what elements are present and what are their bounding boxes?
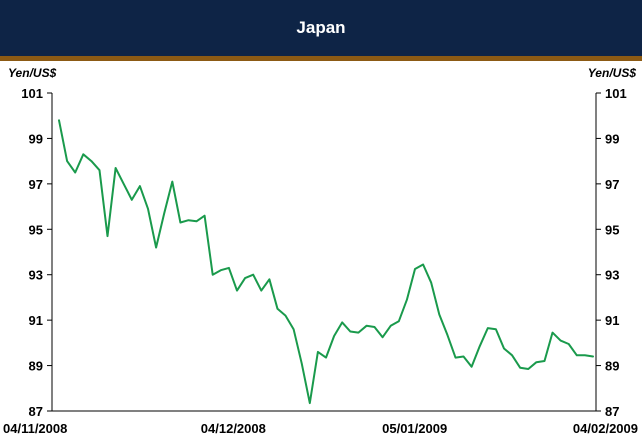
- y-tick-label-left: 93: [29, 268, 43, 283]
- y-tick-label-right: 87: [605, 404, 619, 419]
- title-underline: [0, 56, 642, 61]
- chart-title: Japan: [296, 18, 346, 37]
- tick-labels: 87 87 89 89 91 91 93 93 95 95 97 97 99 99 101 101 04/11/…: [3, 86, 638, 436]
- y-tick-label-left: 89: [29, 359, 43, 374]
- y-tick-label-left: 97: [29, 177, 43, 192]
- axes: [47, 92, 601, 412]
- x-tick-label: 04/11/2008: [3, 421, 67, 436]
- series-layer: [58, 119, 594, 405]
- y-tick-label-left: 91: [29, 313, 43, 328]
- y-tick-label-left: 99: [29, 131, 43, 146]
- y-tick-label-right: 93: [605, 268, 619, 283]
- y-tick-label-right: 97: [605, 177, 619, 192]
- title-bar: [0, 0, 642, 56]
- y-tick-label-right: 91: [605, 313, 619, 328]
- y-tick-label-right: 89: [605, 359, 619, 374]
- y-axis-unit-left: Yen/US$: [8, 66, 57, 80]
- y-tick-label-right: 99: [605, 131, 619, 146]
- y-tick-label-left: 87: [29, 404, 43, 419]
- y-axis-unit-right: Yen/US$: [587, 66, 636, 80]
- x-tick-label: 04/12/2008: [201, 421, 266, 436]
- x-tick-label: 05/01/2009: [382, 421, 447, 436]
- y-tick-label-left: 95: [29, 222, 43, 237]
- x-tick-label: 04/02/2009: [573, 421, 638, 436]
- y-tick-label-right: 95: [605, 222, 619, 237]
- y-tick-label-left: 101: [21, 86, 43, 101]
- series-line: [58, 119, 594, 405]
- y-tick-label-right: 101: [605, 86, 627, 101]
